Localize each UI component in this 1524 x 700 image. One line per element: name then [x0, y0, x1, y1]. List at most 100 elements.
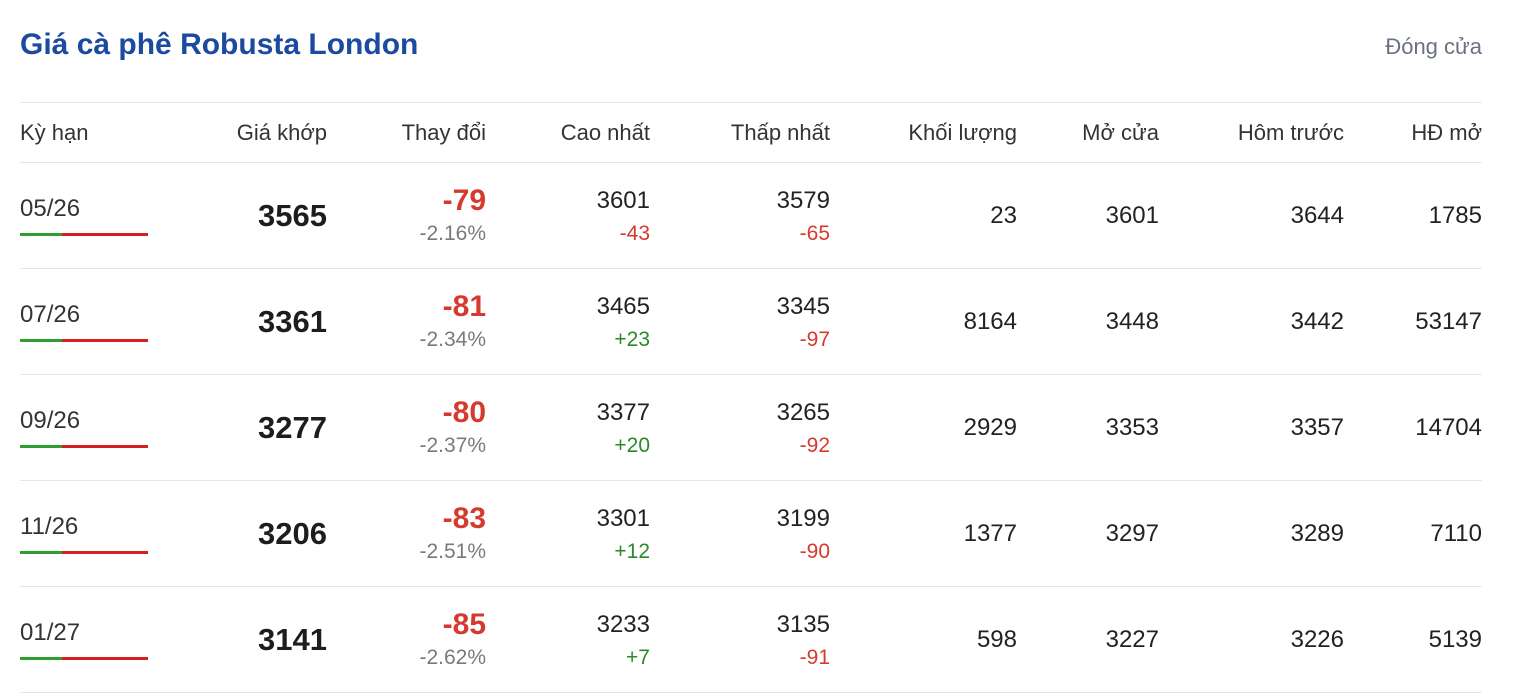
low-cell: 3579 -65: [650, 163, 830, 269]
high-value: 3233: [596, 610, 650, 638]
term-bar-green: [20, 233, 62, 236]
volume-cell: 1377: [963, 519, 1017, 547]
term-bar-green: [20, 657, 62, 660]
high-cell: 3377 +20: [486, 375, 650, 481]
term-bar-red: [62, 233, 148, 236]
change-cell: -83 -2.51%: [327, 481, 486, 587]
term-label: 09/26: [20, 407, 81, 434]
table-row[interactable]: 05/26 3565 -79 -2.16% 3601 -43 3579 -65 …: [20, 163, 1482, 269]
table-row[interactable]: 09/26 3277 -80 -2.37% 3377 +20 3265 -92 …: [20, 375, 1482, 481]
table-row[interactable]: 07/26 3361 -81 -2.34% 3465 +23 3345 -97 …: [20, 269, 1482, 375]
high-diff: +20: [614, 433, 650, 457]
matched-price: 3141: [258, 621, 327, 657]
open-interest-cell: 1785: [1428, 201, 1482, 229]
low-diff: -91: [799, 645, 830, 669]
col-prev-header[interactable]: Hôm trước: [1237, 119, 1344, 145]
low-diff: -97: [799, 327, 830, 351]
col-low-header[interactable]: Thấp nhất: [730, 119, 830, 145]
high-diff: +23: [614, 327, 650, 351]
high-diff: +12: [614, 539, 650, 563]
table-row[interactable]: 11/26 3206 -83 -2.51% 3301 +12 3199 -90 …: [20, 481, 1482, 587]
low-cell: 3135 -91: [650, 587, 830, 693]
term-bar-green: [20, 551, 62, 554]
term-label: 07/26: [20, 301, 81, 328]
term-cell: 05/26: [20, 163, 180, 269]
low-cell: 3199 -90: [650, 481, 830, 587]
low-cell: 3265 -92: [650, 375, 830, 481]
price-cell: 3277: [180, 375, 327, 481]
low-value: 3265: [776, 398, 830, 426]
change-cell: -80 -2.37%: [327, 375, 486, 481]
volume-cell: 23: [990, 201, 1017, 229]
open-interest-cell: 14704: [1415, 413, 1482, 441]
term-label: 05/26: [20, 195, 81, 222]
volume-cell: 8164: [963, 307, 1017, 335]
term-bar-red: [62, 657, 148, 660]
change-percent: -2.34%: [419, 327, 486, 351]
col-high-header[interactable]: Cao nhất: [560, 119, 650, 145]
change-cell: -85 -2.62%: [327, 587, 486, 693]
high-value: 3465: [596, 292, 650, 320]
term-cell: 07/26: [20, 269, 180, 375]
price-table: Kỳ hạn Giá khớp Thay đổi Cao nhất Thấp n…: [20, 102, 1482, 693]
high-diff: -43: [619, 221, 650, 245]
term-cell: 09/26: [20, 375, 180, 481]
matched-price: 3206: [258, 515, 327, 551]
low-diff: -65: [799, 221, 830, 245]
volume-cell: 598: [976, 625, 1017, 653]
high-value: 3377: [596, 398, 650, 426]
high-cell: 3601 -43: [486, 163, 650, 269]
change-percent: -2.62%: [419, 645, 486, 669]
term-bar-green: [20, 445, 62, 448]
change-percent: -2.51%: [419, 539, 486, 563]
term-cell: 01/27: [20, 587, 180, 693]
term-bar-red: [62, 339, 148, 342]
table-row[interactable]: 01/27 3141 -85 -2.62% 3233 +7 3135 -91 5…: [20, 587, 1482, 693]
term-range-bar: [20, 657, 148, 660]
price-cell: 3565: [180, 163, 327, 269]
matched-price: 3277: [258, 409, 327, 445]
col-volume-header[interactable]: Khối lượng: [908, 119, 1017, 145]
term-label: 01/27: [20, 619, 81, 646]
low-value: 3579: [776, 186, 830, 214]
open-cell: 3227: [1105, 625, 1159, 653]
high-value: 3301: [596, 504, 650, 532]
change-value: -81: [442, 289, 486, 323]
open-cell: 3353: [1105, 413, 1159, 441]
term-cell: 11/26: [20, 481, 180, 587]
term-range-bar: [20, 339, 148, 342]
low-value: 3135: [776, 610, 830, 638]
col-price-header[interactable]: Giá khớp: [236, 119, 327, 145]
term-bar-green: [20, 339, 62, 342]
widget-title: Giá cà phê Robusta London: [20, 28, 419, 61]
term-bar-red: [62, 551, 148, 554]
change-value: -85: [442, 607, 486, 641]
term-label: 11/26: [20, 513, 79, 540]
prev-cell: 3289: [1290, 519, 1344, 547]
change-value: -79: [442, 183, 486, 217]
prev-cell: 3442: [1290, 307, 1344, 335]
price-cell: 3206: [180, 481, 327, 587]
widget-header: Giá cà phê Robusta London Đóng cửa: [20, 0, 1482, 102]
table-header-row: Kỳ hạn Giá khớp Thay đổi Cao nhất Thấp n…: [20, 102, 1482, 163]
open-cell: 3448: [1105, 307, 1159, 335]
term-range-bar: [20, 445, 148, 448]
low-diff: -90: [799, 539, 830, 563]
open-cell: 3297: [1105, 519, 1159, 547]
high-value: 3601: [596, 186, 650, 214]
col-change-header[interactable]: Thay đổi: [401, 119, 486, 145]
term-range-bar: [20, 551, 148, 554]
market-status: Đóng cửa: [1385, 34, 1482, 59]
change-cell: -81 -2.34%: [327, 269, 486, 375]
col-term-header[interactable]: Kỳ hạn: [20, 119, 89, 145]
high-cell: 3301 +12: [486, 481, 650, 587]
change-value: -83: [442, 501, 486, 535]
col-open-header[interactable]: Mở cửa: [1082, 119, 1159, 145]
high-cell: 3233 +7: [486, 587, 650, 693]
col-oi-header[interactable]: HĐ mở: [1411, 119, 1482, 145]
price-cell: 3141: [180, 587, 327, 693]
prev-cell: 3226: [1290, 625, 1344, 653]
term-bar-red: [62, 445, 148, 448]
volume-cell: 2929: [963, 413, 1017, 441]
table-body: 05/26 3565 -79 -2.16% 3601 -43 3579 -65 …: [20, 163, 1482, 693]
